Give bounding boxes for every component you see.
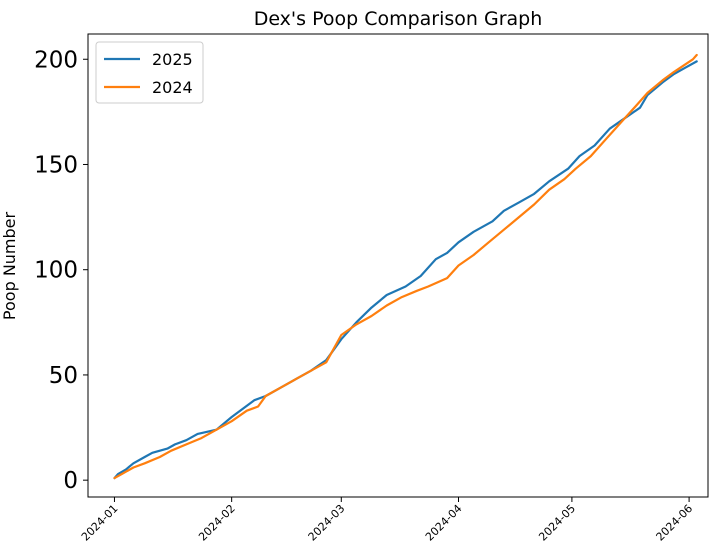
legend-label-2025: 2025 [152,50,193,69]
series-lines [113,53,698,480]
x-axis-ticks: 2024-01 2024-02 2024-03 2024-04 2024-05 2024-… [79,497,695,544]
x-tick-label: 2024-06 [654,502,696,544]
plot-area-frame [87,33,709,498]
y-tick-label: 100 [34,258,78,284]
x-tick-label: 2024-01 [79,502,121,544]
y-tick-label: 150 [34,152,78,178]
series-line-2025 [113,60,698,480]
x-tick-label: 2024-05 [536,502,578,544]
x-tick-label: 2024-02 [196,502,238,544]
chart-title: Dex's Poop Comparison Graph [254,8,543,30]
series-line-2024 [113,53,698,480]
legend-label-2024: 2024 [152,78,193,97]
y-tick-label: 0 [63,468,78,494]
x-tick-label: 2024-03 [306,502,348,544]
y-axis-ticks: 0 50 100 150 200 [34,47,88,494]
y-tick-label: 200 [34,47,78,73]
y-axis-label: Poop Number [0,211,19,320]
legend: 2025 2024 [95,41,204,104]
x-tick-label: 2024-04 [423,502,465,544]
y-tick-label: 50 [49,363,78,389]
